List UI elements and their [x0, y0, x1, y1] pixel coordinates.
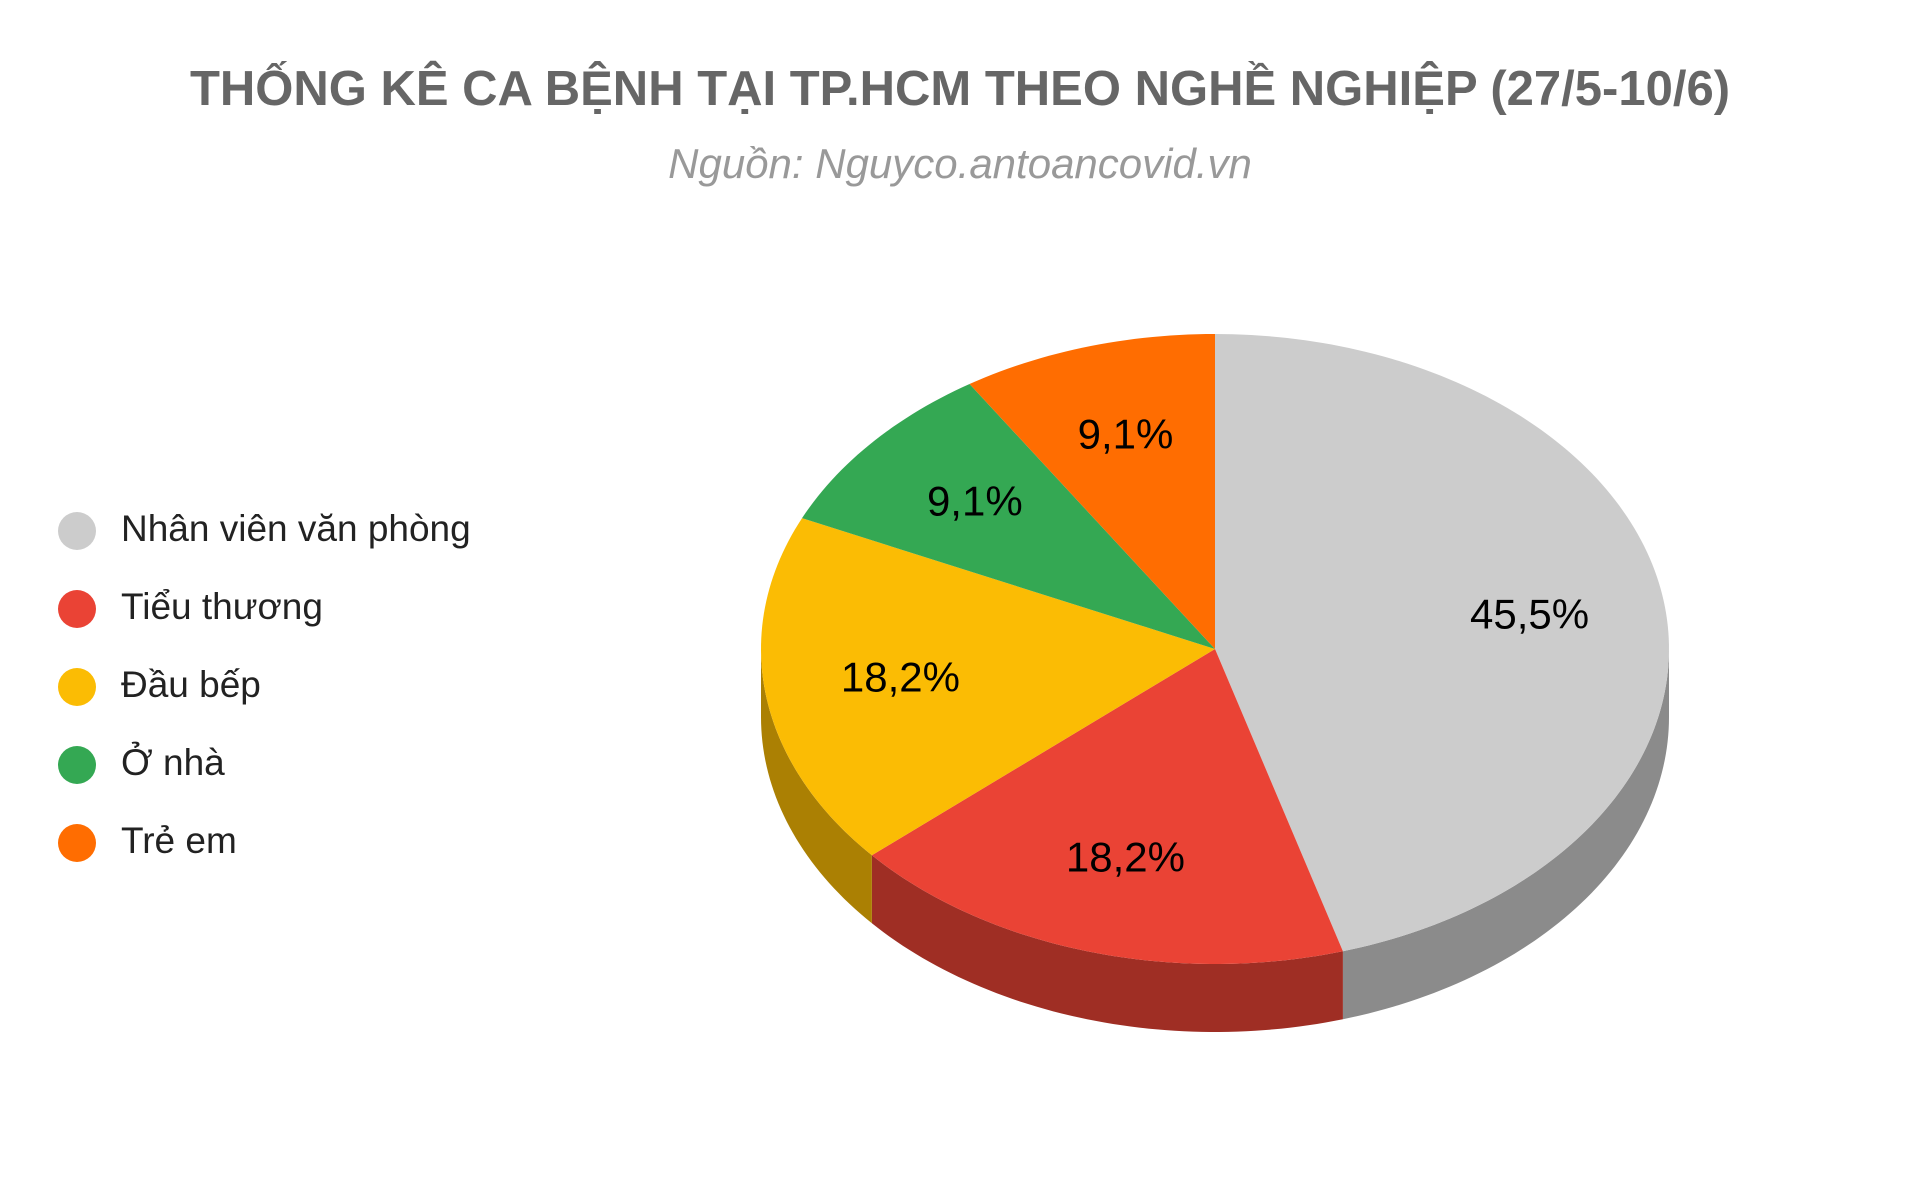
legend-swatch — [58, 668, 96, 706]
slice — [969, 334, 1215, 649]
slice — [1215, 334, 1669, 952]
legend-swatch — [58, 512, 96, 550]
slice-side — [1342, 649, 1669, 1020]
data-label: 18,2% — [1066, 834, 1185, 881]
data-label: 9,1% — [1078, 411, 1174, 458]
legend-label: Tiểu thương — [121, 586, 323, 627]
data-label: 9,1% — [927, 478, 1023, 525]
legend-swatch — [58, 590, 96, 628]
legend-swatch — [58, 746, 96, 784]
slice-side — [871, 855, 1343, 1032]
data-label: 18,2% — [841, 653, 960, 700]
data-label: 45,5% — [1470, 591, 1589, 638]
legend-swatch — [58, 824, 96, 862]
slice — [802, 384, 1215, 649]
slice-side — [761, 649, 872, 924]
legend-label: Ở nhà — [121, 741, 225, 783]
slice — [871, 649, 1343, 964]
chart-title: THỐNG KÊ CA BỆNH TẠI TP.HCM THEO NGHỀ NG… — [190, 61, 1730, 116]
slice — [761, 518, 1215, 856]
legend-label: Nhân viên văn phòng — [121, 508, 471, 549]
legend-label: Trẻ em — [121, 820, 237, 861]
legend-label: Đầu bếp — [121, 664, 261, 705]
chart-subtitle: Nguồn: Nguyco.antoancovid.vn — [668, 140, 1252, 187]
